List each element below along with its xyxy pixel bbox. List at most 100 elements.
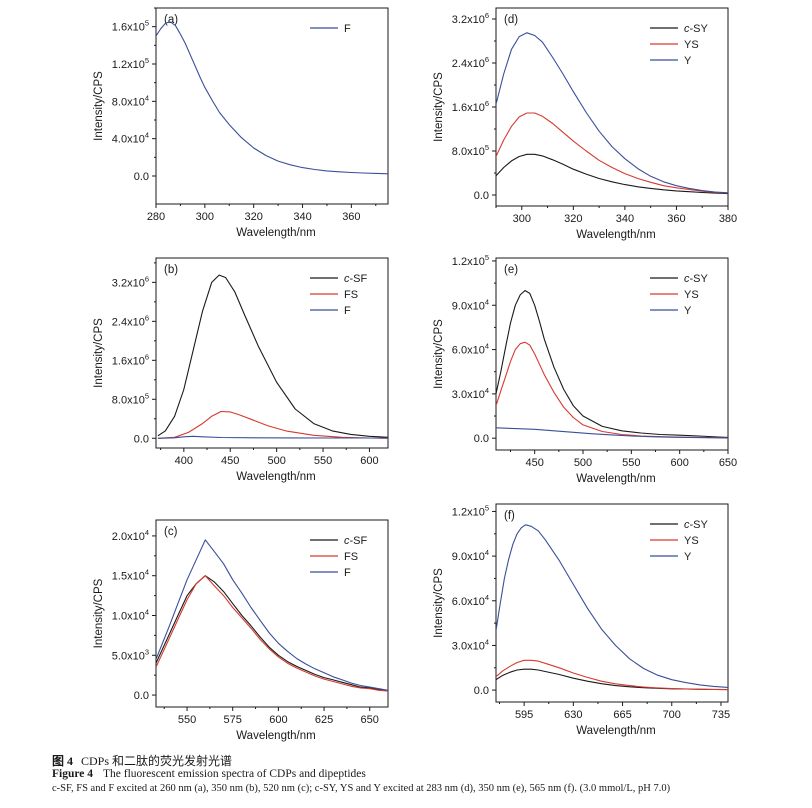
chart-b-series-c-sf (157, 274, 388, 438)
chart-f-xtick-label: 735 (712, 709, 730, 721)
chart-d-series-y (496, 32, 728, 194)
chart-c-ytick-label: 0.0 (134, 690, 149, 702)
chart-d-ytick-label: 0.0 (474, 190, 489, 202)
chart-c-ytick-label: 1.0x104 (112, 607, 149, 622)
figure-title-cn: CDPs 和二肽的荧光发射光谱 (81, 754, 233, 768)
chart-a-ytick-label: 0.0 (134, 171, 149, 183)
chart-a-xlabel: Wavelength/nm (236, 227, 315, 239)
chart-c-ylabel: Intensity/CPS (93, 578, 105, 648)
chart-a-series-f (156, 21, 388, 175)
chart-e-series-c-sy (496, 289, 728, 438)
chart-c-xtick-label: 550 (178, 714, 196, 726)
chart-e-panel-label: (e) (504, 264, 518, 276)
chart-d-legend-label: YS (684, 39, 699, 51)
chart-e-xtick-label: 650 (719, 457, 737, 469)
chart-e-frame (495, 257, 729, 451)
chart-a-xtick-label: 320 (245, 211, 263, 223)
chart-e-ytick-label: 0.0 (474, 433, 489, 445)
chart-b-legend-label: c-SF (344, 273, 368, 285)
chart-e-xtick-label: 450 (525, 457, 543, 469)
chart-d-ytick-label: 1.6x106 (452, 99, 489, 114)
figure-caption-en: Figure 4 The fluorescent emission spectra… (52, 768, 802, 780)
chart-a-ylabel: Intensity/CPS (93, 71, 105, 141)
chart-e-xtick-label: 550 (622, 457, 640, 469)
chart-c-legend-label: c-SF (344, 535, 368, 547)
chart-b-ytick-label: 0.0 (134, 433, 149, 445)
chart-f-legend-label: YS (684, 535, 699, 547)
chart-f-xlabel: Wavelength/nm (576, 725, 655, 737)
chart-f-xtick-label: 595 (515, 709, 533, 721)
chart-e-xtick-label: 500 (574, 457, 592, 469)
chart-f-xtick-label: 700 (663, 709, 681, 721)
chart-d-xtick-label: 380 (719, 213, 737, 225)
chart-f-ytick-label: 6.0x104 (452, 593, 489, 608)
chart-b-xtick-label: 400 (175, 455, 193, 467)
chart-f-ytick-label: 0.0 (474, 685, 489, 697)
chart-a-ytick-label: 1.2x105 (112, 56, 149, 71)
chart-d-legend-label: Y (684, 55, 692, 67)
chart-f-legend-label: c-SY (684, 519, 709, 531)
chart-a-ytick-label: 8.0x104 (112, 93, 149, 108)
chart-c-ytick-label: 2.0x104 (112, 528, 149, 543)
chart-c-ytick-label: 1.5x104 (112, 568, 149, 583)
chart-b-legend-label: FS (344, 289, 358, 301)
chart-d-ytick-label: 2.4x106 (452, 55, 489, 70)
figure-caption-detail: c-SF, FS and F excited at 260 nm (a), 35… (52, 783, 671, 794)
chart-d-ylabel: Intensity/CPS (433, 72, 445, 142)
chart-d-ytick-label: 3.2x106 (452, 11, 489, 26)
chart-f-series-y (496, 524, 728, 688)
chart-d-series-c-sy (496, 153, 728, 195)
chart-e-ytick-label: 6.0x104 (452, 342, 489, 357)
chart-e-legend-label: c-SY (684, 273, 709, 285)
chart-f-panel-label: (f) (504, 510, 515, 522)
chart-b-series-fs (157, 410, 388, 439)
chart-c-xlabel: Wavelength/nm (236, 730, 315, 742)
chart-a-xtick-label: 340 (293, 211, 311, 223)
figure-label-cn: 图 4 (52, 754, 74, 768)
chart-f-ytick-label: 3.0x104 (452, 637, 489, 652)
chart-c-panel-label: (c) (164, 526, 178, 538)
chart-d-xtick-label: 320 (564, 213, 582, 225)
chart-b-series-f (157, 435, 388, 439)
chart-e-ylabel: Intensity/CPS (433, 319, 445, 389)
chart-e-ytick-label: 9.0x104 (452, 297, 489, 312)
chart-b-xtick-label: 550 (314, 455, 332, 467)
chart-b-xtick-label: 600 (360, 455, 378, 467)
chart-d-xtick-label: 300 (513, 213, 531, 225)
chart-f-series-c-sy (496, 668, 728, 691)
chart-c-series-fs (156, 575, 388, 692)
chart-d-panel-label: (d) (504, 14, 518, 26)
chart-a-ytick-label: 4.0x104 (112, 131, 149, 146)
chart-f-ytick-label: 1.2x105 (452, 503, 489, 518)
chart-b-legend-label: F (344, 305, 351, 317)
chart-d-xtick-label: 360 (667, 213, 685, 225)
chart-f-series-ys (496, 659, 728, 691)
chart-f-xtick-label: 630 (564, 709, 582, 721)
chart-e-xlabel: Wavelength/nm (576, 473, 655, 485)
chart-e-ytick-label: 1.2x105 (452, 253, 489, 268)
chart-d-xtick-label: 340 (616, 213, 634, 225)
figure-caption-cn: 图 4 CDPs 和二肽的荧光发射光谱 (52, 752, 802, 769)
chart-f-legend-label: Y (684, 551, 692, 563)
chart-d-ytick-label: 8.0x105 (452, 143, 489, 158)
chart-b-ylabel: Intensity/CPS (93, 318, 105, 388)
chart-b-ytick-label: 2.4x106 (112, 313, 149, 328)
chart-c-ytick-label: 5.0x103 (112, 647, 149, 662)
chart-c-series-f (156, 539, 388, 691)
chart-b-ytick-label: 3.2x106 (112, 274, 149, 289)
chart-c-xtick-label: 575 (224, 714, 242, 726)
chart-f-ylabel: Intensity/CPS (433, 568, 445, 638)
chart-c-xtick-label: 650 (361, 714, 379, 726)
chart-b-ytick-label: 1.6x106 (112, 352, 149, 367)
chart-f-ytick-label: 9.0x104 (452, 548, 489, 563)
chart-b-frame (155, 257, 389, 449)
chart-a-xtick-label: 300 (196, 211, 214, 223)
chart-e-series-y (496, 427, 728, 439)
figure-title-en: The fluorescent emission spectra of CDPs… (103, 768, 366, 780)
chart-c-frame (155, 519, 389, 708)
